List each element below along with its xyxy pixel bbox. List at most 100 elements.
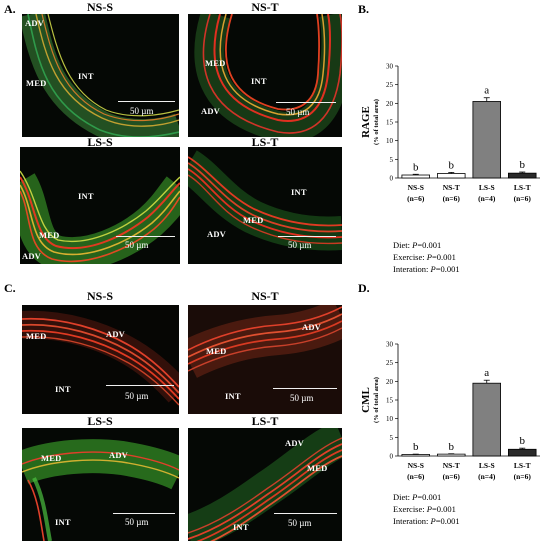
x-tick-n-label: (n=6)	[407, 472, 425, 481]
stat-interaction: Interation: P=0.001	[393, 516, 460, 526]
micrograph-c-ls-t: ADV MED INT 50 µm	[188, 428, 342, 541]
y-tick-label: 15	[386, 397, 394, 405]
scale-label: 50 µm	[288, 518, 312, 528]
x-tick-n-label: (n=6)	[514, 472, 532, 481]
scale-label: 50 µm	[125, 240, 149, 250]
bar	[508, 448, 537, 457]
micrograph-c-ns-t-image	[188, 305, 342, 379]
label-med: MED	[26, 331, 47, 341]
micrograph-title: LS-S	[87, 414, 113, 428]
label-med: MED	[39, 230, 60, 240]
micrograph-c-ns-s-image	[22, 310, 179, 406]
micrograph-title: NS-T	[251, 289, 279, 303]
label-adv: ADV	[25, 18, 45, 28]
stat-exercise: Exercise: P=0.001	[393, 504, 456, 514]
micrograph-c-ls-s: MED ADV INT 50 µm	[22, 428, 179, 541]
scale-bar	[116, 236, 175, 237]
micrograph-title: NS-S	[86, 0, 113, 14]
scale-label: 50 µm	[286, 107, 310, 117]
y-tick-label: 0	[390, 453, 394, 461]
micrograph-title: NS-S	[86, 289, 113, 303]
y-tick-label: 0	[390, 175, 394, 183]
significance-label: b	[413, 441, 419, 453]
y-axis-subtitle: (% of total area)	[373, 377, 380, 423]
label-med: MED	[206, 346, 227, 356]
x-tick-n-label: (n=4)	[478, 472, 496, 481]
panel-letter-a: A.	[4, 2, 16, 16]
micrograph-a-ls-t: INT MED ADV 50 µm	[188, 147, 342, 264]
x-tick-label: LS-T	[514, 461, 531, 470]
y-axis-title: RAGE	[360, 106, 372, 138]
micrograph-c-ls-t-image	[188, 428, 342, 541]
y-tick-label: 10	[386, 415, 394, 423]
label-int: INT	[78, 71, 94, 81]
label-adv: ADV	[22, 251, 42, 261]
x-tick-label: NS-T	[443, 183, 460, 192]
micrograph-c-ns-t: ADV MED INT 50 µm	[188, 305, 342, 414]
stat-diet: Diet: P=0.001	[393, 492, 442, 502]
panel-letter-b: B.	[358, 2, 370, 16]
x-tick-label: LS-S	[479, 183, 495, 192]
x-tick-n-label: (n=6)	[407, 194, 425, 203]
y-tick-label: 20	[386, 100, 394, 108]
label-med: MED	[243, 215, 264, 225]
micrograph-a-ns-t: MED INT ADV 50 µm	[188, 14, 342, 137]
micrograph-a-ls-s-image	[20, 170, 180, 264]
y-tick-label: 15	[386, 119, 394, 127]
bar	[472, 382, 501, 457]
stat-interaction: Interation: P=0.001	[393, 264, 460, 274]
label-med: MED	[307, 463, 328, 473]
bar	[401, 174, 430, 179]
bar	[437, 173, 466, 179]
significance-label: b	[413, 161, 419, 173]
micrograph-a-ls-s: INT MED ADV 50 µm	[20, 147, 180, 264]
x-tick-n-label: (n=6)	[443, 472, 461, 481]
x-tick-label: NS-S	[408, 461, 424, 470]
x-tick-label: NS-S	[408, 183, 424, 192]
x-tick-label: LS-S	[479, 461, 495, 470]
micrograph-title: NS-T	[251, 0, 279, 14]
label-adv: ADV	[201, 106, 221, 116]
bar	[508, 172, 537, 179]
y-tick-label: 10	[386, 137, 394, 145]
scale-bar	[274, 513, 337, 514]
statistics-b: Diet: P=0.001 Exercise: P=0.001 Interati…	[393, 239, 460, 275]
panel-letter-c: C.	[4, 281, 16, 295]
label-int: INT	[55, 517, 71, 527]
y-tick-label: 5	[390, 434, 394, 442]
significance-label: b	[520, 435, 526, 447]
bar-chart-rage: RAGE (% of total area) 0 5 10 15 20 25 30 b NS-S (n…	[360, 63, 540, 203]
y-tick-label: 25	[386, 81, 394, 89]
scale-label: 50 µm	[288, 240, 312, 250]
x-tick-n-label: (n=6)	[514, 194, 532, 203]
label-int: INT	[233, 522, 249, 532]
micrograph-title: LS-S	[87, 135, 113, 149]
label-adv: ADV	[302, 322, 322, 332]
label-med: MED	[205, 58, 226, 68]
y-axis-subtitle: (% of total area)	[373, 99, 380, 145]
bar	[401, 454, 430, 457]
micrograph-a-ns-s-image	[22, 14, 179, 137]
scale-bar	[276, 102, 336, 103]
x-tick-n-label: (n=6)	[443, 194, 461, 203]
y-tick-label: 25	[386, 359, 394, 367]
label-int: INT	[251, 76, 267, 86]
stat-diet: Diet: P=0.001	[393, 240, 442, 250]
scale-label: 50 µm	[125, 517, 149, 527]
scale-label: 50 µm	[130, 106, 154, 116]
stat-exercise: Exercise: P=0.001	[393, 252, 456, 262]
x-tick-n-label: (n=4)	[478, 194, 496, 203]
label-adv: ADV	[106, 329, 126, 339]
panel-letter-d: D.	[358, 281, 370, 295]
label-adv: ADV	[109, 450, 129, 460]
micrograph-title: LS-T	[251, 414, 279, 428]
y-tick-label: 5	[390, 156, 394, 164]
statistics-d: Diet: P=0.001 Exercise: P=0.001 Interati…	[393, 491, 460, 527]
label-med: MED	[41, 453, 62, 463]
label-med: MED	[26, 78, 47, 88]
significance-label: b	[520, 159, 526, 171]
label-int: INT	[225, 391, 241, 401]
label-int: INT	[291, 187, 307, 197]
bar	[437, 453, 466, 457]
significance-label: a	[484, 85, 489, 97]
